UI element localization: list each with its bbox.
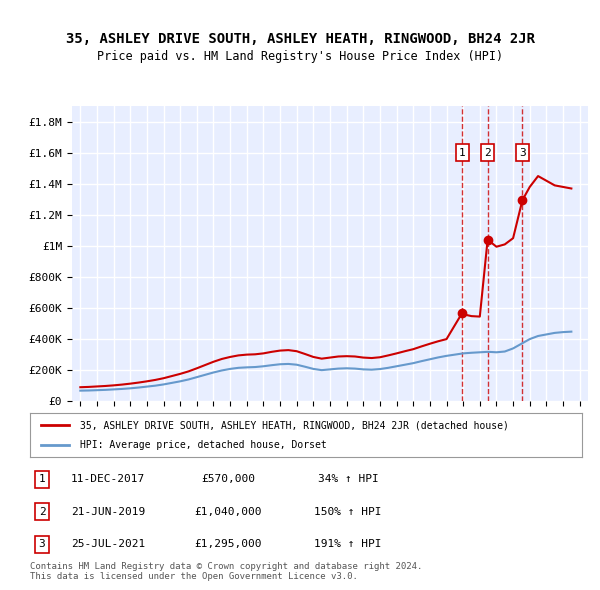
Text: 11-DEC-2017: 11-DEC-2017 <box>71 474 145 484</box>
Text: 1: 1 <box>38 474 46 484</box>
Text: £1,040,000: £1,040,000 <box>194 507 262 517</box>
Text: 1: 1 <box>459 148 466 158</box>
Text: 34% ↑ HPI: 34% ↑ HPI <box>317 474 379 484</box>
Text: 3: 3 <box>38 539 46 549</box>
Text: 3: 3 <box>519 148 526 158</box>
Text: £570,000: £570,000 <box>201 474 255 484</box>
Text: 2: 2 <box>38 507 46 517</box>
Text: 35, ASHLEY DRIVE SOUTH, ASHLEY HEATH, RINGWOOD, BH24 2JR: 35, ASHLEY DRIVE SOUTH, ASHLEY HEATH, RI… <box>65 32 535 47</box>
Text: Contains HM Land Registry data © Crown copyright and database right 2024.
This d: Contains HM Land Registry data © Crown c… <box>30 562 422 581</box>
Text: 150% ↑ HPI: 150% ↑ HPI <box>314 507 382 517</box>
Text: HPI: Average price, detached house, Dorset: HPI: Average price, detached house, Dors… <box>80 440 326 450</box>
Text: 25-JUL-2021: 25-JUL-2021 <box>71 539 145 549</box>
Text: Price paid vs. HM Land Registry's House Price Index (HPI): Price paid vs. HM Land Registry's House … <box>97 50 503 63</box>
Text: 35, ASHLEY DRIVE SOUTH, ASHLEY HEATH, RINGWOOD, BH24 2JR (detached house): 35, ASHLEY DRIVE SOUTH, ASHLEY HEATH, RI… <box>80 421 509 430</box>
Text: £1,295,000: £1,295,000 <box>194 539 262 549</box>
Text: 21-JUN-2019: 21-JUN-2019 <box>71 507 145 517</box>
Text: 191% ↑ HPI: 191% ↑ HPI <box>314 539 382 549</box>
Text: 2: 2 <box>484 148 491 158</box>
